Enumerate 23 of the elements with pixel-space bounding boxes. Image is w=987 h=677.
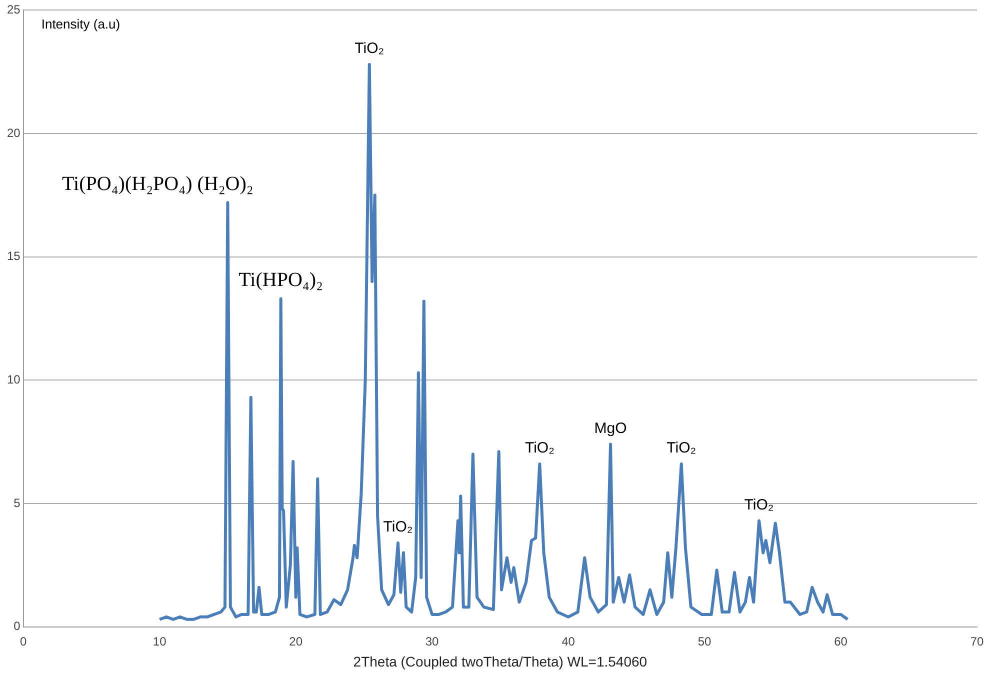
annotation: Ti(PO₄)(H₂PO₄) (H₂O)₂ (62, 172, 254, 195)
y-tick-label: 10 (6, 372, 21, 386)
x-tick-label: 70 (970, 634, 984, 648)
x-tick-label: 50 (698, 634, 712, 648)
x-tick-label: 40 (562, 634, 576, 648)
y-tick-label: 20 (6, 126, 21, 140)
annotation: TiO₂ (666, 440, 696, 457)
annotation: TiO₂ (744, 496, 774, 514)
y-tick-label: 15 (6, 249, 21, 264)
y-tick-label: 0 (14, 619, 21, 634)
x-axis-title: 2Theta (Coupled twoTheta/Theta) WL=1.54060 (353, 653, 648, 670)
annotation: MgO (594, 420, 627, 437)
x-tick-label: 10 (152, 634, 167, 648)
x-tick-label: 20 (289, 634, 303, 648)
annotation: TiO₂ (383, 518, 413, 536)
x-tick-label: 30 (425, 634, 440, 648)
y-axis-title: Intensity (a.u) (41, 16, 120, 32)
annotation: TiO₂ (354, 40, 384, 58)
x-tick-label: 60 (834, 634, 848, 648)
y-tick-label: 5 (14, 496, 21, 510)
annotation: TiO₂ (524, 440, 555, 457)
y-tick-label: 25 (6, 2, 21, 17)
annotation: Ti(HPO₄)₂ (238, 269, 324, 292)
